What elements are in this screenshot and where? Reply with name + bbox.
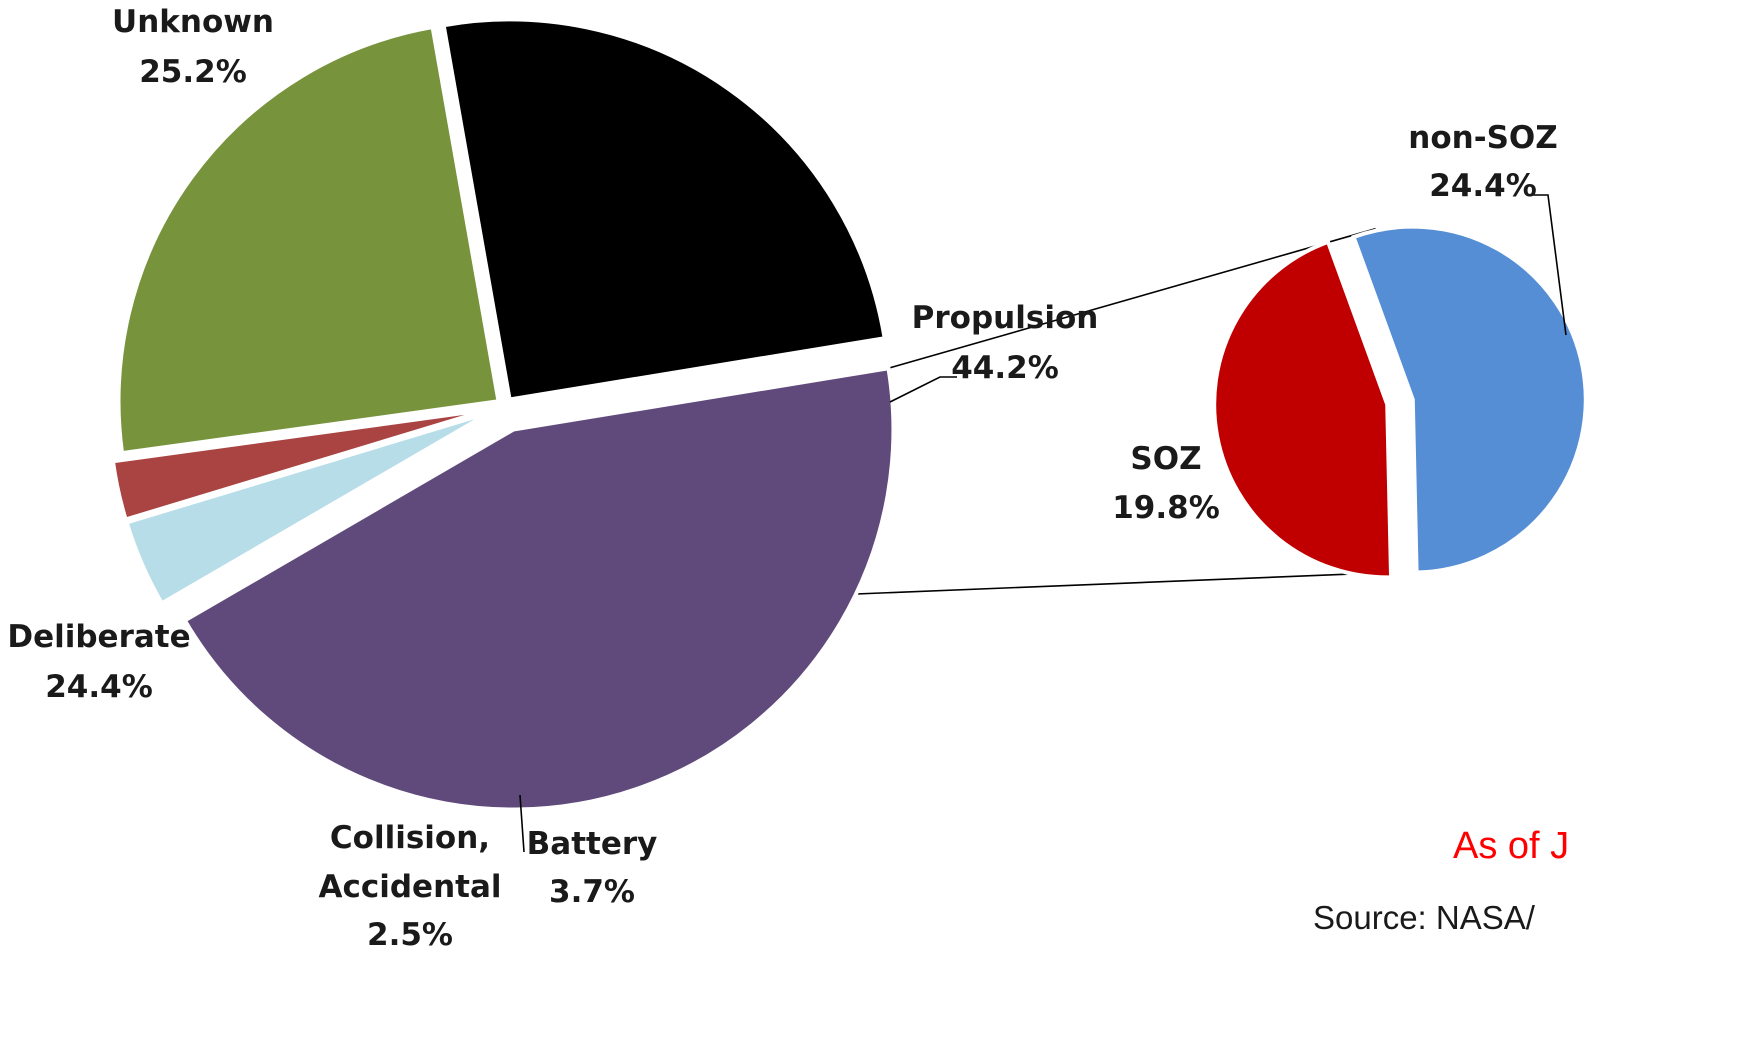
label-unknown-value: 25.2% [139, 54, 247, 90]
label-collision-value: 2.5% [367, 917, 453, 953]
label-non-soz-value: 24.4% [1429, 168, 1537, 204]
slice-soz [1212, 239, 1394, 580]
label-propulsion-value: 44.2% [951, 350, 1059, 386]
label-propulsion-name: Propulsion [912, 300, 1099, 336]
source-note: Source: NASA/ [1313, 899, 1536, 936]
label-battery-value: 3.7% [549, 874, 635, 910]
slice-deliberate [116, 24, 501, 456]
label-deliberate-name: Deliberate [7, 619, 190, 655]
as-of-note: As of J [1453, 825, 1569, 867]
label-unknown-name: Unknown [112, 4, 274, 40]
label-soz-value: 19.8% [1112, 490, 1220, 526]
slice-unknown [441, 17, 887, 402]
label-leader-lines [519, 194, 1567, 853]
leader-non-soz [1528, 194, 1567, 336]
label-collision-name-line1: Collision, [330, 820, 490, 856]
propulsion-breakdown-pie [1212, 224, 1588, 580]
leader-propulsion [889, 376, 957, 403]
main-pie [110, 17, 896, 812]
label-deliberate-value: 24.4% [45, 669, 153, 705]
slice-non-soz [1351, 224, 1588, 575]
label-non-soz-name: non-SOZ [1408, 120, 1557, 156]
slice-collision-accidental [110, 407, 490, 523]
connector-top [888, 227, 1376, 370]
label-battery-name: Battery [527, 826, 658, 862]
slice-propulsion [182, 365, 896, 812]
label-collision-name-line2: Accidental [318, 869, 501, 905]
slice-battery [124, 410, 492, 607]
label-soz-name: SOZ [1130, 441, 1201, 477]
leader-battery [519, 794, 525, 853]
